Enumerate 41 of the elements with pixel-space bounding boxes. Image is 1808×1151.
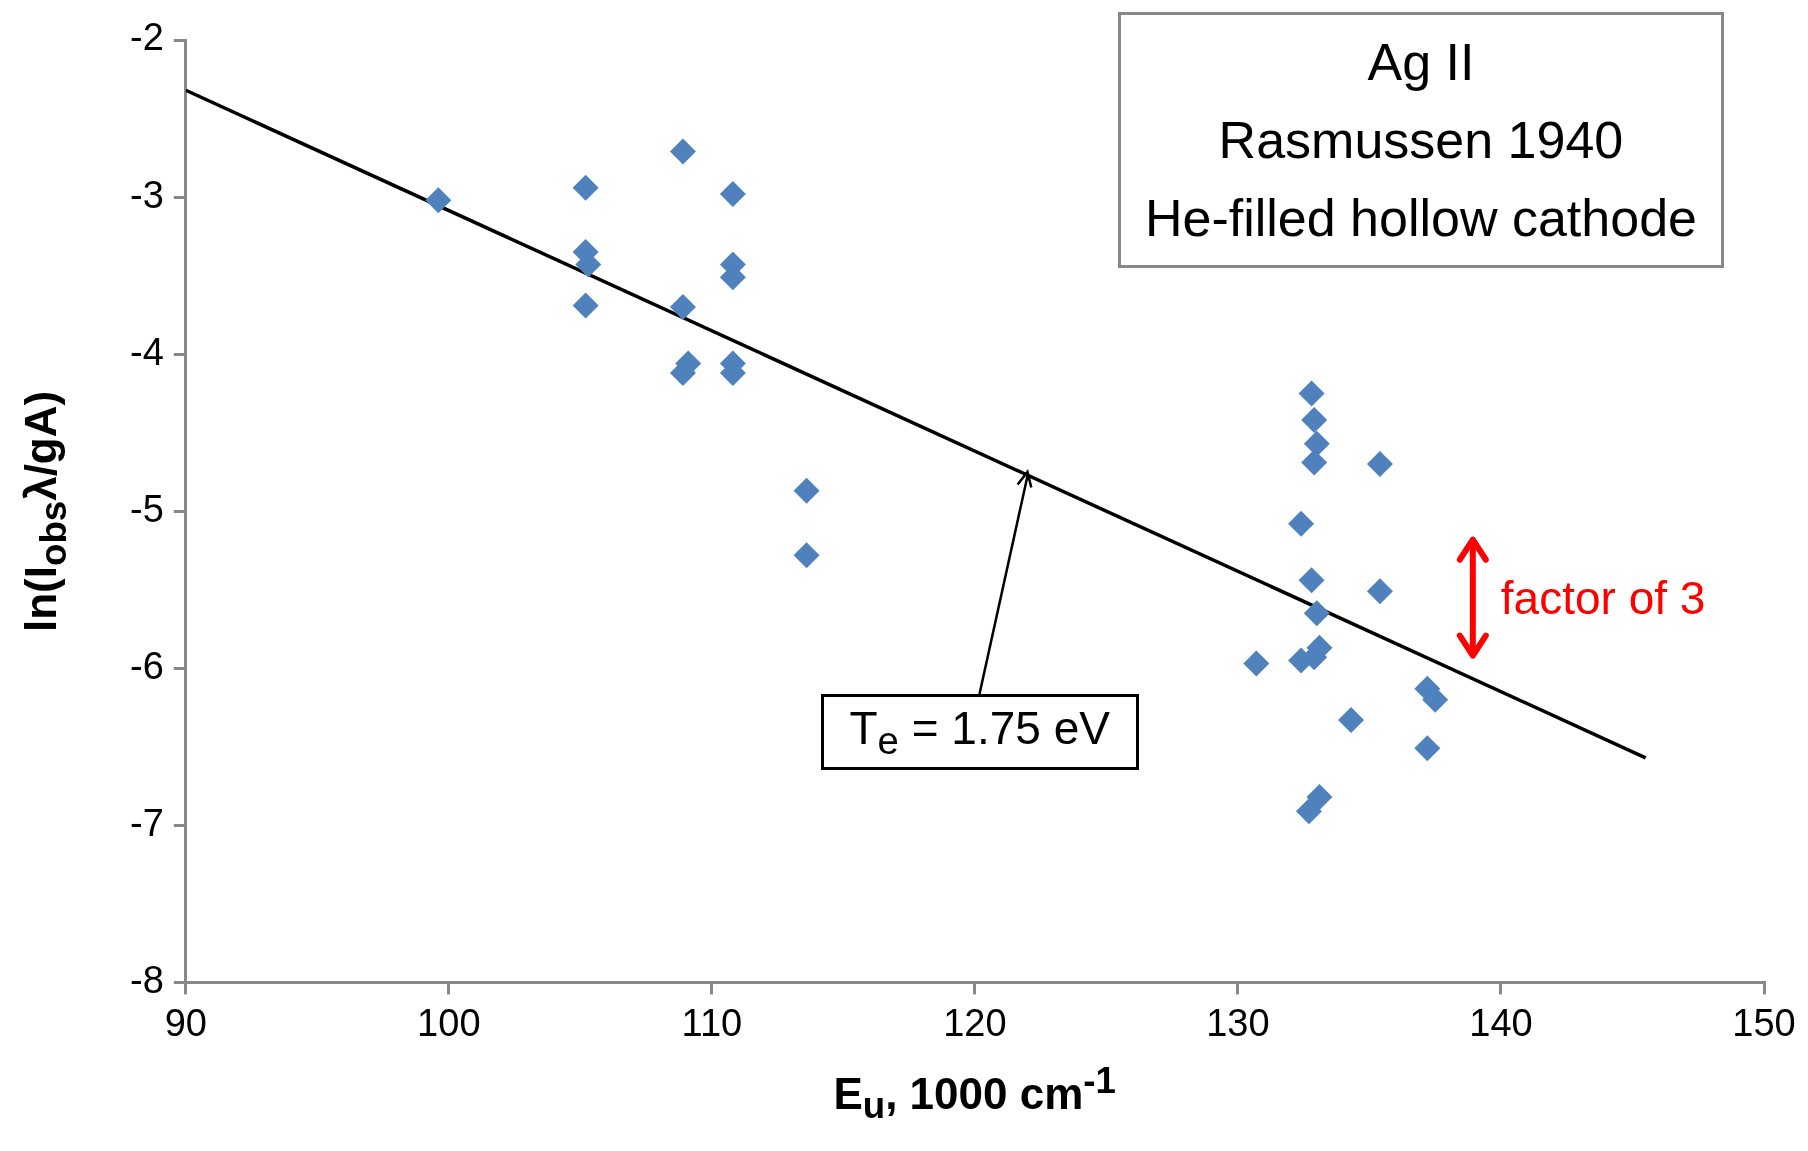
y-tick-label: -3 [129,173,164,216]
y-tick-label: -5 [129,487,164,530]
y-tick-label: -6 [129,644,164,687]
point [425,187,452,214]
y-tick-label: -7 [129,801,164,844]
x-tick-label: 110 [681,1001,743,1044]
point [1366,451,1393,478]
point [572,292,599,319]
annotation: T$_{e}$ = 1.75 eV [820,693,1139,771]
x-tick-label: 150 [1732,1001,1796,1044]
x-tick-label: 120 [943,1001,1007,1044]
y-tick-label: -2 [129,16,164,59]
point [1303,430,1330,457]
point [1366,578,1393,605]
text: Rasmussen 1940 He-filled hollow cathode [1144,110,1697,249]
x-tick-label: 130 [1206,1001,1270,1044]
x-tick-label: 140 [1469,1001,1533,1044]
point [719,180,746,207]
point [1298,380,1325,407]
point [1306,784,1333,811]
point [1301,407,1328,434]
y-tick-label: -4 [129,330,164,373]
point [1295,798,1322,825]
x-tick-label: 100 [417,1001,481,1044]
x-tick-label: 90 [164,1001,207,1044]
x-axis-title: E$_{u}$, 1000 cm$^{-1}$ [833,1060,1116,1128]
point [1303,600,1330,627]
point [1288,510,1315,537]
point [572,174,599,201]
chart-title: Ag II [1366,32,1476,93]
point [1243,650,1270,677]
point [669,138,696,165]
point [793,477,820,504]
annotation: factor of 3 [1500,570,1706,625]
point [1338,707,1365,734]
point [669,294,696,321]
point [1414,735,1441,762]
point [793,542,820,569]
point [1301,449,1328,476]
y-tick-label: -8 [129,958,164,1001]
point [1298,567,1325,594]
